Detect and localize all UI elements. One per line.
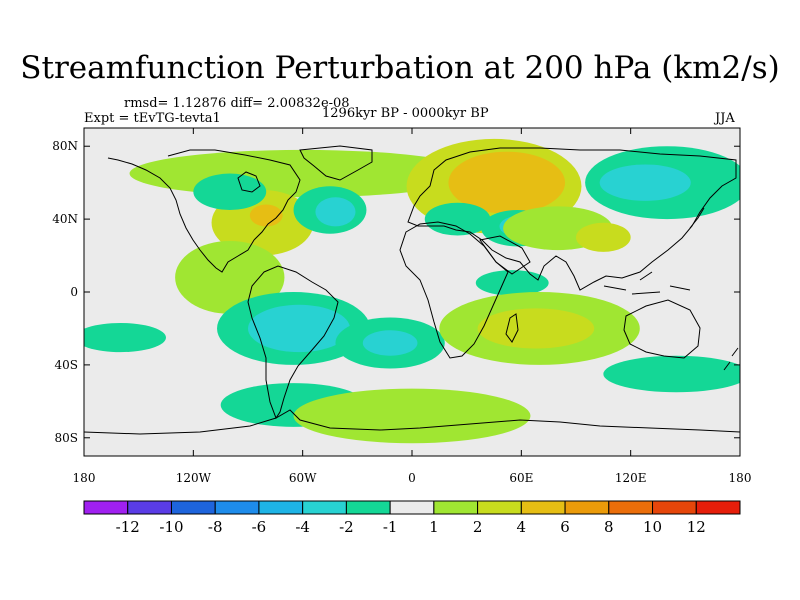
colorbar-label-12: 10 [643, 518, 662, 536]
coastline-new-zealand [723, 347, 739, 371]
colorbar-label-7: 1 [429, 518, 439, 536]
colorbar-swatch-0 [83, 500, 129, 515]
anomaly-25 [599, 164, 691, 201]
anomaly-layer [84, 138, 740, 444]
colorbar-swatch-8 [433, 500, 479, 515]
x-tick-label-1: 120W [176, 471, 212, 485]
anomaly-3 [175, 240, 285, 314]
colorbar-label-13: 12 [687, 518, 706, 536]
y-tick-label-0: 80N [52, 139, 78, 153]
coastline-antarctica [84, 409, 740, 435]
colorbar-swatch-5 [302, 500, 347, 515]
x-tick-label-5: 120E [615, 471, 647, 485]
colorbar-swatch-7 [389, 500, 435, 515]
colorbar-label-10: 6 [560, 518, 570, 536]
colorbar-label-3: -6 [252, 518, 267, 536]
anomaly-8 [248, 304, 351, 353]
anomaly-22 [477, 308, 595, 349]
colorbar-label-5: -2 [339, 518, 354, 536]
coastline-africa [399, 221, 509, 359]
anomaly-10 [84, 322, 166, 353]
colorbar-swatch-10 [520, 500, 566, 515]
colorbar-swatch-12 [608, 500, 654, 515]
colorbar-label-9: 4 [517, 518, 527, 536]
anomaly-14 [448, 151, 566, 214]
x-tick-label-3: 0 [408, 471, 416, 485]
colorbar-swatch-2 [170, 500, 216, 515]
coastline-australia [623, 299, 701, 359]
y-tick-label-2: 0 [70, 285, 78, 299]
coastline-greenland [299, 145, 373, 181]
colorbar-label-4: -4 [295, 518, 310, 536]
coastline-south-america [247, 265, 339, 420]
y-tick-label-1: 40N [52, 212, 78, 226]
stats-line: rmsd= 1.12876 diff= 2.00832e-08 [124, 96, 350, 111]
anomaly-19 [576, 222, 631, 252]
colorbar-swatch-13 [652, 500, 697, 515]
anomaly-6 [315, 197, 356, 227]
colorbar-swatch-1 [127, 500, 172, 515]
colorbar-swatch-11 [564, 500, 610, 515]
coastlines [84, 145, 740, 435]
coastline-madagascar [505, 313, 519, 343]
x-tick-label-4: 60E [509, 471, 533, 485]
axis-ticks: 180 120W 60W 0 60E 120E 180 80N 40N 0 40S 80S [52, 128, 751, 485]
period-label: 1296kyr BP - 0000kyr BP [322, 106, 489, 121]
colorbar-swatch-4 [258, 500, 304, 515]
anomaly-2 [249, 204, 283, 227]
colorbar-label-2: -8 [208, 518, 223, 536]
colorbar: -12 -10 -8 -6 -4 -2 -1 1 2 4 6 8 10 12 [83, 500, 741, 536]
colorbar-swatch-6 [345, 500, 391, 515]
coastline-hudson-bay [237, 171, 261, 193]
anomaly-26 [603, 355, 740, 393]
coastline-arabia [479, 235, 531, 275]
coastline-japan [689, 207, 705, 229]
colorbar-swatch-9 [477, 500, 522, 515]
colorbar-label-1: -10 [159, 518, 183, 536]
colorbar-label-11: 8 [604, 518, 614, 536]
coastline-north-america [107, 149, 301, 273]
colorbar-label-0: -12 [116, 518, 140, 536]
x-tick-label-6: 180 [729, 471, 752, 485]
anomaly-20 [475, 270, 549, 296]
y-tick-label-3: 40S [55, 358, 79, 372]
anomaly-15 [424, 202, 491, 236]
colorbar-label-6: -1 [383, 518, 398, 536]
colorbar-swatch-14 [695, 500, 741, 515]
coastline-indonesia [603, 271, 691, 295]
y-tick-label-4: 80S [55, 431, 79, 445]
anomaly-4 [193, 173, 267, 210]
colorbar-swatch-3 [214, 500, 260, 515]
anomaly-23 [293, 388, 531, 444]
anomaly-12 [362, 330, 418, 356]
x-tick-label-0: 180 [73, 471, 96, 485]
chart-title: Streamfunction Perturbation at 200 hPa (… [20, 50, 780, 86]
x-tick-label-2: 60W [289, 471, 317, 485]
season-label: JJA [715, 111, 735, 126]
experiment-label: Expt = tEvTG-tevta1 [84, 111, 221, 126]
coastline-eurasia [407, 147, 737, 291]
colorbar-label-8: 2 [473, 518, 483, 536]
